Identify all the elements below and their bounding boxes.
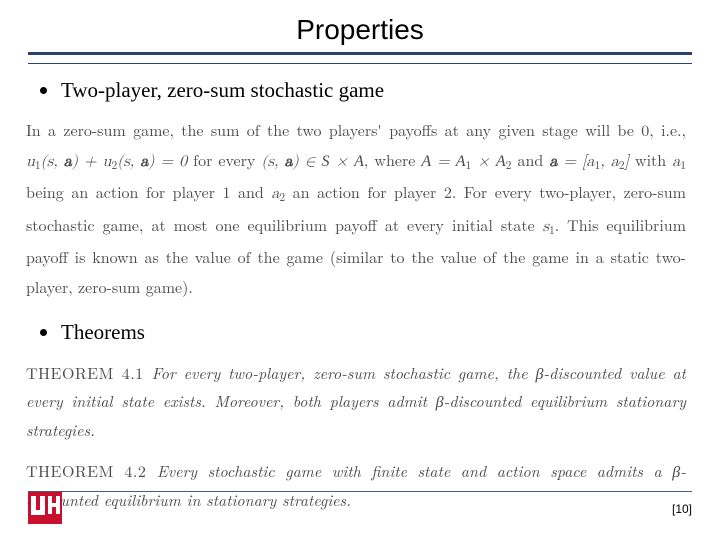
bullet-1: Two-player, zero-sum stochastic game [0,64,720,111]
slide: Properties Two-player, zero-sum stochast… [0,0,720,540]
body-paragraph-1: In a zero-sum game, the sum of the two p… [0,111,720,302]
bullet-2-text: Theorems [61,320,145,345]
theorem-4-2-label: THEOREM 4.2 [26,459,146,482]
theorem-4-1-label: THEOREM 4.1 [26,361,144,384]
p1-b: for every [187,148,261,171]
bullet-dot-icon [40,87,47,94]
p1-a: In a zero-sum game, the sum of the two p… [26,118,686,141]
p1-f: being an action for player 1 and [26,180,271,203]
bullet-2: Theorems [0,302,720,353]
p1-e: with [629,148,672,171]
title-rule [0,52,720,64]
uh-logo-icon [28,492,62,524]
theorem-4-1: THEOREM 4.1 For every two-player, zero-s… [0,353,720,445]
p1-d: and [511,148,549,171]
page-number: [10] [672,502,692,516]
footer-rule [28,491,692,492]
p1-c: , where [364,148,422,171]
theorem-4-2: THEOREM 4.2 Every stochastic game with f… [0,445,720,515]
slide-title: Properties [0,0,720,52]
bullet-dot-icon [40,329,47,336]
bullet-1-text: Two-player, zero-sum stochastic game [61,78,384,103]
